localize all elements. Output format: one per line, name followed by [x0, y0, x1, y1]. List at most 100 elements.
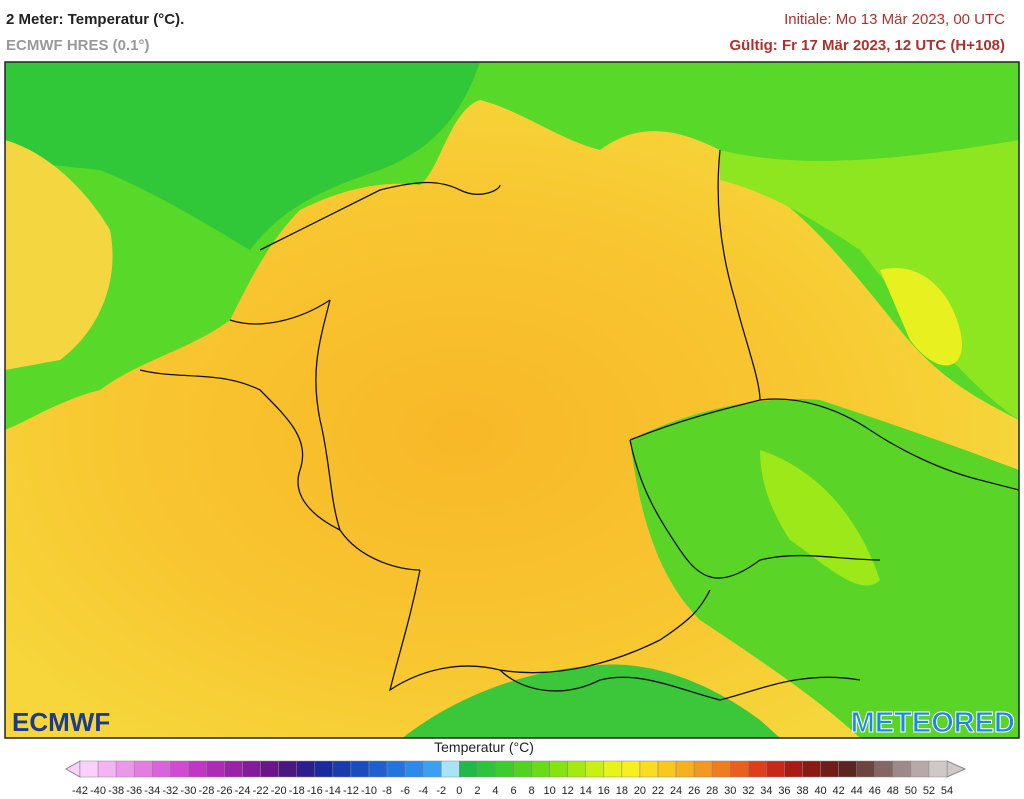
- legend-tick-label: 44: [851, 785, 863, 797]
- legend-swatch: [368, 760, 388, 778]
- legend-tick-label: 12: [562, 785, 574, 797]
- legend-tick-label: 50: [905, 785, 917, 797]
- legend-tick-label: -24: [235, 785, 251, 797]
- legend-swatch: [133, 760, 153, 778]
- legend-swatch: [892, 760, 912, 778]
- legend-swatch: [874, 760, 894, 778]
- legend-tick-label: -18: [289, 785, 305, 797]
- init-time: Initiale: Mo 13 Mär 2023, 00 UTC: [784, 11, 1005, 28]
- legend-tick-label: -28: [198, 785, 214, 797]
- legend-tick-label: 28: [706, 785, 718, 797]
- legend-title: Temperatur (°C): [434, 739, 534, 755]
- legend-swatch: [711, 760, 731, 778]
- legend-tick-label: 6: [510, 785, 516, 797]
- legend: -42 -40 -38 -36 -34 -32 -30 -28 -26 -24 -22 -20 -18-…: [64, 760, 967, 797]
- legend-swatch: [422, 760, 442, 778]
- legend-swatch: [477, 760, 496, 778]
- legend-tick-label: -30: [180, 785, 196, 797]
- legend-swatch: [224, 760, 243, 778]
- legend-swatch: [820, 760, 839, 778]
- legend-swatch: [459, 760, 478, 778]
- legend-swatch: [766, 760, 785, 778]
- legend-tick-label: -38: [108, 785, 124, 797]
- legend-swatch: [639, 760, 659, 778]
- legend-tick-label: -20: [271, 785, 287, 797]
- legend-tick-label: -42: [72, 785, 88, 797]
- legend-swatch: [730, 760, 749, 778]
- legend-tick-label: 4: [492, 785, 498, 797]
- legend-tick-label: -6: [400, 785, 410, 797]
- legend-tick-label: -32: [162, 785, 178, 797]
- legend-swatch: [621, 760, 641, 778]
- legend-swatch: [928, 760, 948, 778]
- legend-swatch: [152, 760, 171, 778]
- model-name: ECMWF HRES (0.1°): [6, 37, 150, 54]
- legend-tick-label: 26: [688, 785, 700, 797]
- legend-swatch: [260, 760, 279, 778]
- legend-tick-label: -12: [343, 785, 359, 797]
- meteored-logo: METEORED: [851, 707, 1015, 739]
- legend-swatch: [802, 760, 821, 778]
- legend-tick-label: 22: [652, 785, 664, 797]
- legend-swatch: [188, 760, 207, 778]
- legend-tick-label: -4: [418, 785, 428, 797]
- legend-swatch: [784, 760, 803, 778]
- legend-tick-label: -40: [90, 785, 106, 797]
- legend-tick-label: 38: [796, 785, 808, 797]
- legend-swatch: [278, 760, 297, 778]
- legend-tick-label: 36: [778, 785, 790, 797]
- legend-tick-label: 24: [670, 785, 682, 797]
- legend-tick-label: 14: [580, 785, 592, 797]
- ecmwf-logo: ECMWF: [12, 707, 110, 737]
- legend-tick-label: 10: [544, 785, 556, 797]
- legend-tick-label: 52: [923, 785, 935, 797]
- legend-swatch: [549, 760, 568, 778]
- legend-swatch: [332, 760, 352, 778]
- legend-swatch: [170, 760, 189, 778]
- legend-tick-label: 42: [833, 785, 845, 797]
- legend-swatch: [206, 760, 225, 778]
- legend-swatch: [856, 760, 875, 778]
- legend-swatch: [531, 760, 550, 778]
- legend-swatch: [585, 760, 605, 778]
- map-frame: [4, 61, 1020, 739]
- legend-swatch: [603, 760, 623, 778]
- legend-tick-label: 16: [598, 785, 610, 797]
- legend-tick-label: 2: [474, 785, 480, 797]
- legend-tick-label: -10: [361, 785, 377, 797]
- legend-tick-label: 40: [814, 785, 826, 797]
- legend-swatch: [404, 760, 424, 778]
- legend-swatch: [97, 760, 117, 778]
- legend-swatch: [657, 760, 677, 778]
- legend-swatch: [910, 760, 930, 778]
- legend-tick-label: 0: [456, 785, 462, 797]
- legend-tick-label: 48: [887, 785, 899, 797]
- legend-swatch: [675, 760, 695, 778]
- legend-tick-label: 8: [529, 785, 535, 797]
- legend-tick-label: 30: [724, 785, 736, 797]
- legend-swatch: [242, 760, 261, 778]
- legend-tick-label: -36: [126, 785, 142, 797]
- legend-tick-label: 54: [941, 785, 953, 797]
- legend-swatch: [79, 760, 99, 778]
- legend-tick-label: 46: [869, 785, 881, 797]
- legend-swatch: [296, 760, 316, 778]
- legend-tick-label: -2: [436, 785, 446, 797]
- legend-tick-label: -16: [307, 785, 323, 797]
- legend-swatch: [314, 760, 334, 778]
- legend-tick-label: -14: [325, 785, 341, 797]
- legend-swatch: [838, 760, 857, 778]
- legend-swatch: [386, 760, 406, 778]
- map: [5, 62, 1019, 738]
- legend-swatch: [495, 760, 514, 778]
- legend-tick-label: 18: [616, 785, 628, 797]
- legend-tick-label: -22: [253, 785, 269, 797]
- legend-swatch: [748, 760, 767, 778]
- legend-arrow-left: [64, 760, 81, 778]
- legend-tick-label: 34: [760, 785, 772, 797]
- legend-arrow-right: [946, 760, 967, 778]
- legend-swatch: [513, 760, 532, 778]
- valid-time: Gültig: Fr 17 Mär 2023, 12 UTC (H+108): [729, 37, 1005, 54]
- legend-tick-label: -26: [217, 785, 233, 797]
